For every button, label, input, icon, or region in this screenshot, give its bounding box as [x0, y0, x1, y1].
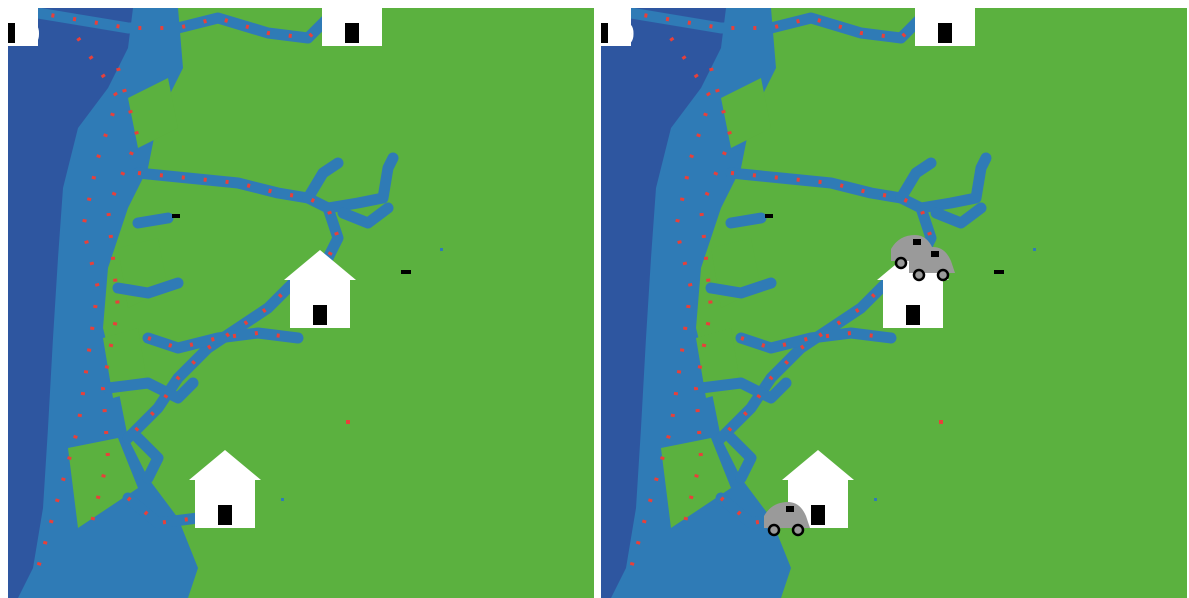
panel-label: a) [20, 17, 40, 46]
panel-b: b) [565, 0, 1187, 598]
map [565, 0, 1187, 598]
figure: a) b) [0, 0, 1189, 598]
house [316, 0, 388, 46]
panel-a: a) [0, 0, 594, 598]
house [909, 0, 981, 46]
panel-label: b) [613, 17, 635, 46]
